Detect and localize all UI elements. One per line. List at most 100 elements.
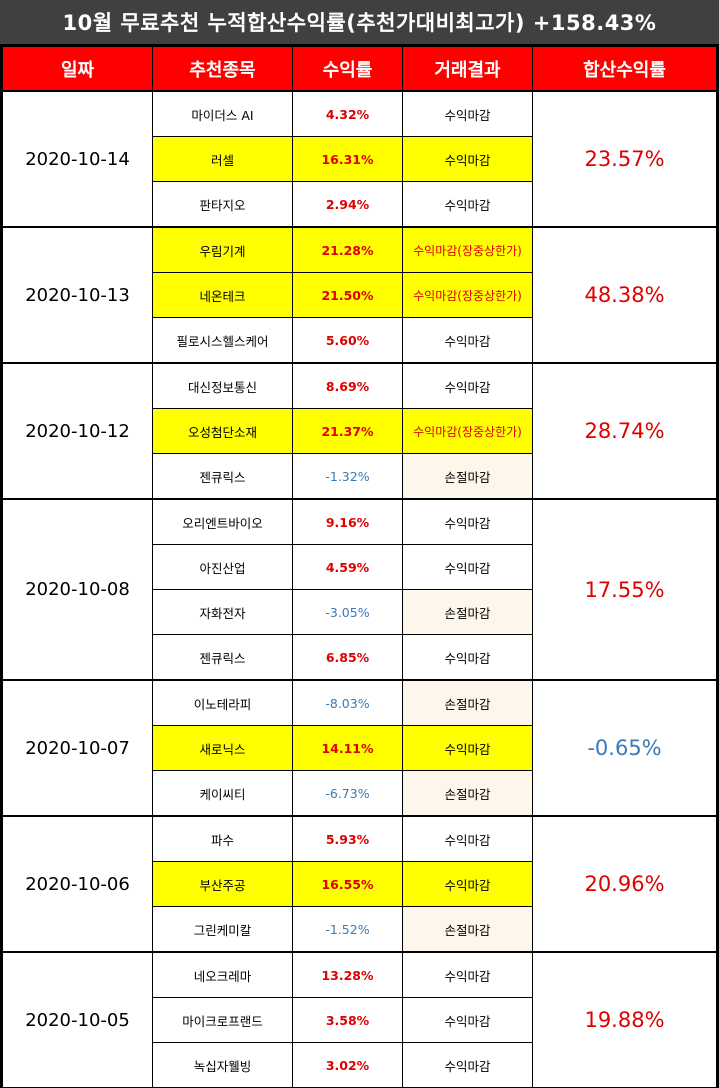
- table-row: 마이크로프랜드 3.58% 수익마감: [3, 997, 717, 1043]
- rate-cell: 4.32%: [292, 90, 403, 137]
- stock-name-cell: 러셀: [152, 136, 293, 182]
- result-cell: 손절마감: [402, 589, 533, 635]
- result-cell: 손절마감: [402, 906, 533, 953]
- table-row: 오성첨단소재 21.37% 수익마감(장중상한가): [3, 408, 717, 454]
- table-row: 그린케미칼 -1.52% 손절마감: [3, 906, 717, 953]
- table-row: 2020-10-14 마이더스 AI 4.32% 수익마감 23.57%: [2, 90, 717, 228]
- stock-name-cell: 네오크레마: [152, 951, 293, 998]
- result-cell: 수익마감: [402, 815, 533, 862]
- result-cell: 수익마감: [402, 725, 533, 771]
- rate-cell: 9.16%: [292, 498, 403, 545]
- table-body: 2020-10-14 마이더스 AI 4.32% 수익마감 23.57% 러셀 16.31%…: [2, 90, 717, 1088]
- table-row: 케이씨티 -6.73% 손절마감: [3, 770, 717, 817]
- total-return-cell: 23.57%: [532, 90, 717, 228]
- stock-name-cell: 젠큐릭스: [152, 634, 293, 681]
- rate-cell: 6.85%: [292, 634, 403, 681]
- table-row: 필로시스헬스케어 5.60% 수익마감: [3, 317, 717, 364]
- rate-cell: 16.55%: [292, 861, 403, 907]
- stock-name-cell: 오리엔트바이오: [152, 498, 293, 545]
- result-cell: 수익마감: [402, 90, 533, 137]
- table-row: 자화전자 -3.05% 손절마감: [3, 589, 717, 635]
- result-cell: 수익마감: [402, 181, 533, 228]
- rate-cell: -3.05%: [292, 589, 403, 635]
- table-row: 아진산업 4.59% 수익마감: [3, 544, 717, 590]
- rate-cell: 13.28%: [292, 951, 403, 998]
- table-row: 녹십자웰빙 3.02% 수익마감: [3, 1042, 717, 1088]
- stock-name-cell: 이노테라피: [152, 679, 293, 726]
- total-return-cell: 48.38%: [532, 226, 717, 364]
- result-cell: 수익마감(장중상한가): [402, 226, 533, 273]
- date-cell: 2020-10-13: [2, 226, 153, 364]
- header-row: 일짜 추천종목 수익률 거래결과 합산수익률: [2, 46, 717, 92]
- stock-name-cell: 녹십자웰빙: [152, 1042, 293, 1088]
- rate-cell: 2.94%: [292, 181, 403, 228]
- total-return-cell: 19.88%: [532, 951, 717, 1088]
- result-cell: 수익마감(장중상한가): [402, 272, 533, 318]
- total-return-cell: 28.74%: [532, 362, 717, 500]
- result-cell: 손절마감: [402, 679, 533, 726]
- result-cell: 수익마감: [402, 861, 533, 907]
- table-row: 새로닉스 14.11% 수익마감: [3, 725, 717, 771]
- rate-cell: 5.93%: [292, 815, 403, 862]
- date-cell: 2020-10-07: [2, 679, 153, 817]
- stock-name-cell: 그린케미칼: [152, 906, 293, 953]
- stock-name-cell: 마이크로프랜드: [152, 997, 293, 1043]
- rate-cell: 8.69%: [292, 362, 403, 409]
- table-row: 부산주공 16.55% 수익마감: [3, 861, 717, 907]
- rate-cell: 3.58%: [292, 997, 403, 1043]
- result-cell: 수익마감: [402, 1042, 533, 1088]
- total-return-cell: 17.55%: [532, 498, 717, 681]
- result-cell: 수익마감: [402, 634, 533, 681]
- rate-cell: 21.28%: [292, 226, 403, 273]
- header-date: 일짜: [2, 46, 153, 92]
- header-result: 거래결과: [402, 46, 533, 92]
- result-cell: 수익마감(장중상한가): [402, 408, 533, 454]
- rate-cell: 21.50%: [292, 272, 403, 318]
- stock-name-cell: 판타지오: [152, 181, 293, 228]
- date-cell: 2020-10-08: [2, 498, 153, 681]
- table-row: 2020-10-06 파수 5.93% 수익마감 20.96%: [2, 815, 717, 953]
- table-row: 2020-10-07 이노테라피 -8.03% 손절마감 -0.65%: [2, 679, 717, 817]
- date-cell: 2020-10-14: [2, 90, 153, 228]
- page-title: 10월 무료추천 누적합산수익률(추천가대비최고가) +158.43%: [0, 0, 719, 44]
- result-cell: 수익마감: [402, 997, 533, 1043]
- total-return-cell: -0.65%: [532, 679, 717, 817]
- date-cell: 2020-10-12: [2, 362, 153, 500]
- stock-name-cell: 파수: [152, 815, 293, 862]
- rate-cell: 14.11%: [292, 725, 403, 771]
- header-rate: 수익률: [292, 46, 403, 92]
- stock-name-cell: 자화전자: [152, 589, 293, 635]
- stock-name-cell: 대신정보통신: [152, 362, 293, 409]
- total-return-cell: 20.96%: [532, 815, 717, 953]
- stock-name-cell: 부산주공: [152, 861, 293, 907]
- result-cell: 손절마감: [402, 770, 533, 817]
- result-cell: 수익마감: [402, 362, 533, 409]
- stock-name-cell: 오성첨단소재: [152, 408, 293, 454]
- date-cell: 2020-10-06: [2, 815, 153, 953]
- header-stock: 추천종목: [152, 46, 293, 92]
- stock-name-cell: 아진산업: [152, 544, 293, 590]
- stock-name-cell: 필로시스헬스케어: [152, 317, 293, 364]
- date-cell: 2020-10-05: [2, 951, 153, 1088]
- rate-cell: 5.60%: [292, 317, 403, 364]
- result-cell: 수익마감: [402, 136, 533, 182]
- table-row: 2020-10-05 네오크레마 13.28% 수익마감 19.88%: [2, 951, 717, 1088]
- result-cell: 수익마감: [402, 498, 533, 545]
- rate-cell: -8.03%: [292, 679, 403, 726]
- rate-cell: -6.73%: [292, 770, 403, 817]
- table-row: 러셀 16.31% 수익마감: [3, 136, 717, 182]
- table-row: 판타지오 2.94% 수익마감: [3, 181, 717, 228]
- stock-name-cell: 케이씨티: [152, 770, 293, 817]
- result-cell: 수익마감: [402, 317, 533, 364]
- table-row: 2020-10-12 대신정보통신 8.69% 수익마감 28.74%: [2, 362, 717, 500]
- table-row: 2020-10-13 우림기계 21.28% 수익마감(장중상한가) 48.38%: [2, 226, 717, 364]
- recommendation-table: 일짜 추천종목 수익률 거래결과 합산수익률 2020-10-14 마이더스 AI…: [2, 46, 717, 1088]
- result-cell: 손절마감: [402, 453, 533, 500]
- stock-name-cell: 우림기계: [152, 226, 293, 273]
- rate-cell: -1.52%: [292, 906, 403, 953]
- table-row: 네온테크 21.50% 수익마감(장중상한가): [3, 272, 717, 318]
- result-cell: 수익마감: [402, 951, 533, 998]
- table-row: 젠큐릭스 -1.32% 손절마감: [3, 453, 717, 500]
- rate-cell: 16.31%: [292, 136, 403, 182]
